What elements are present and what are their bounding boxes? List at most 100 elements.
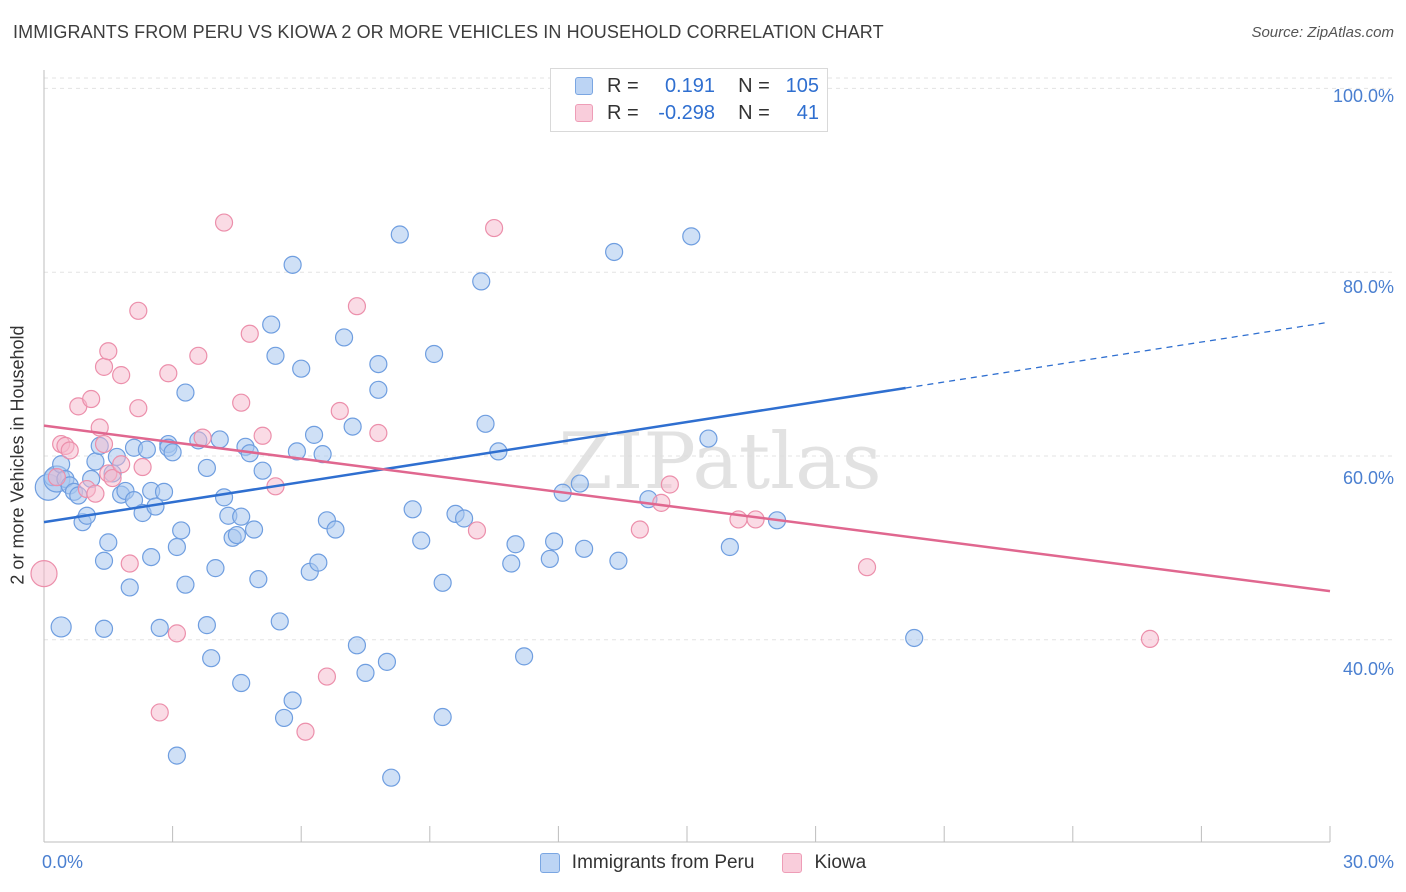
legend-swatch-kiowa [575, 104, 593, 122]
data-point-peru [163, 443, 182, 462]
x-tick-label: 0.0% [42, 852, 84, 872]
y-tick-label: 40.0% [1342, 659, 1394, 679]
data-point-peru [202, 649, 221, 668]
legend-row-peru: R = 0.191 N = 105 [575, 73, 819, 99]
data-point-peru [176, 383, 195, 402]
data-point-peru [682, 227, 701, 246]
data-point-kiowa [467, 521, 487, 540]
data-point-peru [575, 539, 594, 558]
data-point-kiowa [60, 441, 79, 460]
data-point-peru [905, 628, 924, 648]
data-point-peru [377, 652, 397, 671]
data-point-peru [356, 663, 375, 682]
data-point-peru [412, 531, 431, 550]
data-point-peru [167, 537, 186, 557]
data-point-kiowa [746, 510, 765, 529]
data-point-peru [206, 559, 225, 578]
r-label: R = [607, 101, 639, 124]
data-point-peru [369, 380, 388, 399]
data-point-kiowa [240, 324, 259, 343]
data-point-peru [326, 520, 345, 539]
data-point-kiowa [485, 218, 504, 238]
data-point-peru [120, 578, 139, 597]
data-point-peru [433, 573, 452, 592]
data-point-kiowa [30, 560, 58, 588]
legend-label-kiowa: Kiowa [814, 852, 867, 873]
n-value: 41 [796, 101, 819, 124]
data-point-kiowa [296, 722, 315, 741]
n-label: N = [738, 74, 770, 97]
series-legend: Immigrants from Peru Kiowa [0, 852, 1406, 874]
data-point-kiowa [193, 428, 212, 447]
data-point-kiowa [112, 366, 131, 385]
data-point-peru [253, 461, 272, 480]
data-point-kiowa [347, 297, 367, 316]
data-point-peru [172, 521, 191, 540]
data-point-peru [390, 225, 409, 244]
data-point-peru [99, 533, 118, 552]
data-point-peru [347, 636, 367, 655]
n-label: N = [738, 101, 770, 124]
data-point-peru [137, 440, 156, 459]
data-point-peru [699, 429, 718, 448]
data-point-kiowa [112, 455, 131, 474]
n-value: 105 [785, 74, 819, 97]
r-value: -0.298 [658, 101, 715, 124]
data-point-peru [472, 272, 491, 291]
legend-item-peru[interactable]: Immigrants from Peru [539, 852, 755, 874]
data-point-kiowa [253, 426, 272, 445]
data-point-peru [287, 442, 307, 461]
data-point-kiowa [120, 554, 139, 573]
data-point-peru [197, 458, 216, 478]
r-label: R = [607, 74, 639, 97]
data-point-peru [50, 616, 72, 638]
data-point-peru [424, 344, 444, 364]
data-point-peru [292, 359, 311, 378]
trend-lines [43, 322, 1331, 593]
data-point-peru [94, 619, 114, 638]
data-point-kiowa [99, 342, 118, 361]
watermark: ZIPatlas [558, 417, 881, 507]
data-point-kiowa [660, 475, 679, 494]
data-point-peru [232, 673, 251, 693]
data-point-peru [502, 554, 521, 573]
data-point-kiowa [630, 520, 649, 539]
trend-line-kiowa [43, 424, 1331, 593]
legend-label-peru: Immigrants from Peru [571, 852, 755, 873]
data-point-peru [334, 328, 354, 347]
data-point-peru [476, 414, 495, 433]
data-point-peru [283, 691, 302, 710]
y-tick-label: 100.0% [1332, 86, 1394, 106]
data-point-kiowa [86, 484, 105, 503]
data-point-kiowa [129, 399, 148, 418]
y-axis-label: 2 or more Vehicles in Household [7, 325, 28, 585]
trend-line-peru [43, 386, 906, 524]
data-point-peru [142, 547, 161, 567]
trend-line-peru-extension [905, 322, 1326, 389]
data-point-peru [283, 255, 302, 274]
source-label: Source: ZipAtlas.com [1251, 24, 1394, 41]
data-point-peru [262, 315, 281, 334]
data-point-kiowa [159, 364, 178, 383]
data-point-peru [545, 532, 564, 551]
data-point-peru [86, 452, 105, 471]
data-point-peru [515, 647, 534, 666]
data-point-kiowa [214, 213, 234, 232]
data-point-peru [382, 768, 401, 787]
data-point-kiowa [167, 624, 186, 643]
data-point-peru [197, 616, 216, 635]
data-point-peru [609, 551, 628, 570]
data-point-kiowa [150, 703, 169, 722]
data-point-peru [227, 525, 246, 545]
legend-swatch-peru [575, 77, 593, 95]
y-tick-label: 60.0% [1342, 468, 1394, 488]
data-point-kiowa [82, 389, 101, 409]
data-point-kiowa [129, 301, 148, 320]
data-point-kiowa [94, 357, 114, 376]
data-point-peru [232, 507, 251, 526]
data-point-peru [433, 707, 452, 727]
data-point-peru [94, 551, 114, 570]
data-point-peru [176, 575, 195, 594]
legend-item-kiowa[interactable]: Kiowa [782, 852, 866, 874]
